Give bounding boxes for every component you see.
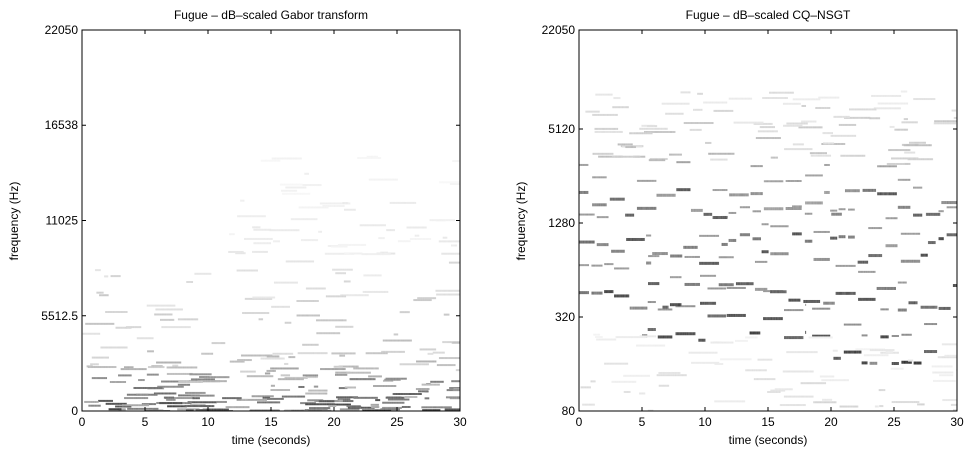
gabor-y-tick-label: 5512.5 xyxy=(41,309,78,323)
gabor-x-tick-label: 15 xyxy=(264,415,278,429)
cqnsgt-ylabel: frequency (Hz) xyxy=(514,182,528,261)
cqnsgt-x-tick-label: 15 xyxy=(761,415,775,429)
gabor-title: Fugue – dB–scaled Gabor transform xyxy=(174,8,368,22)
gabor-x-tick-label: 0 xyxy=(79,415,86,429)
gabor-x-axis: 0 5 10 15 20 25 30 xyxy=(79,30,467,429)
cqnsgt-y-tick-label: 80 xyxy=(562,404,576,418)
cqnsgt-x-tick-label: 25 xyxy=(887,415,901,429)
cqnsgt-y-tick-label: 5120 xyxy=(548,122,575,136)
gabor-panel: Fugue – dB–scaled Gabor transform 0 5 10 15… xyxy=(7,8,467,447)
cqnsgt-y-tick-label: 1280 xyxy=(548,216,575,230)
gabor-y-tick-label: 11025 xyxy=(46,214,79,228)
gabor-xlabel: time (seconds) xyxy=(232,433,311,447)
cqnsgt-x-tick-label: 5 xyxy=(639,415,646,429)
cqnsgt-title: Fugue – dB–scaled CQ–NSGT xyxy=(686,8,851,22)
cqnsgt-x-tick-label: 10 xyxy=(698,415,712,429)
cqnsgt-xlabel: time (seconds) xyxy=(729,433,808,447)
cqnsgt-x-axis: 0 5 10 15 20 25 30 xyxy=(576,30,964,429)
gabor-x-tick-label: 5 xyxy=(142,415,149,429)
gabor-y-tick-label: 16538 xyxy=(45,118,79,132)
cqnsgt-x-tick-label: 0 xyxy=(576,415,583,429)
gabor-x-tick-label: 20 xyxy=(327,415,341,429)
gabor-grain xyxy=(82,30,460,411)
gabor-y-tick-label: 22050 xyxy=(45,23,79,37)
cqnsgt-grain xyxy=(579,30,957,411)
cqnsgt-y-tick-label: 320 xyxy=(555,310,575,324)
cqnsgt-y-axis: 80 320 1280 5120 22050 xyxy=(542,23,957,418)
cqnsgt-panel: Fugue – dB–scaled CQ–NSGT 0 5 10 15 20 25 30 8… xyxy=(514,8,964,447)
gabor-y-tick-label: 0 xyxy=(71,404,78,418)
gabor-ylabel: frequency (Hz) xyxy=(7,182,21,261)
gabor-y-axis: 0 5512.5 11025 16538 22050 xyxy=(41,23,460,418)
cqnsgt-x-tick-label: 20 xyxy=(824,415,838,429)
gabor-x-tick-label: 10 xyxy=(201,415,215,429)
cqnsgt-x-tick-label: 30 xyxy=(950,415,964,429)
cqnsgt-y-tick-label: 22050 xyxy=(542,23,576,37)
gabor-x-tick-label: 25 xyxy=(390,415,404,429)
gabor-x-tick-label: 30 xyxy=(453,415,467,429)
